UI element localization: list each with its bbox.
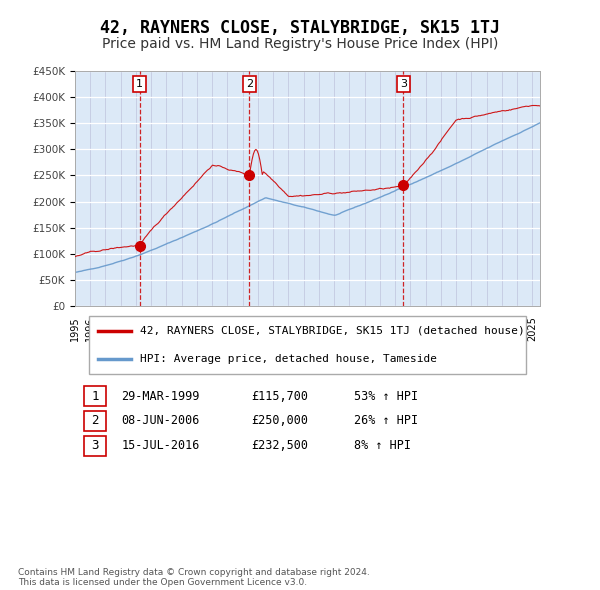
Text: £250,000: £250,000 bbox=[252, 414, 309, 427]
Text: £232,500: £232,500 bbox=[252, 439, 309, 452]
FancyBboxPatch shape bbox=[84, 435, 106, 455]
Text: 1: 1 bbox=[91, 390, 99, 403]
Text: £115,700: £115,700 bbox=[252, 390, 309, 403]
Text: 08-JUN-2006: 08-JUN-2006 bbox=[121, 414, 200, 427]
Text: 42, RAYNERS CLOSE, STALYBRIDGE, SK15 1TJ (detached house): 42, RAYNERS CLOSE, STALYBRIDGE, SK15 1TJ… bbox=[140, 326, 525, 336]
FancyBboxPatch shape bbox=[84, 411, 106, 431]
FancyBboxPatch shape bbox=[84, 386, 106, 407]
Text: Price paid vs. HM Land Registry's House Price Index (HPI): Price paid vs. HM Land Registry's House … bbox=[102, 37, 498, 51]
Text: 8% ↑ HPI: 8% ↑ HPI bbox=[354, 439, 411, 452]
Text: Contains HM Land Registry data © Crown copyright and database right 2024.
This d: Contains HM Land Registry data © Crown c… bbox=[18, 568, 370, 587]
FancyBboxPatch shape bbox=[89, 316, 526, 373]
Text: HPI: Average price, detached house, Tameside: HPI: Average price, detached house, Tame… bbox=[140, 354, 437, 364]
Text: 1: 1 bbox=[136, 79, 143, 89]
Text: 26% ↑ HPI: 26% ↑ HPI bbox=[354, 414, 418, 427]
Text: 15-JUL-2016: 15-JUL-2016 bbox=[121, 439, 200, 452]
Text: 53% ↑ HPI: 53% ↑ HPI bbox=[354, 390, 418, 403]
Text: 2: 2 bbox=[246, 79, 253, 89]
Text: 42, RAYNERS CLOSE, STALYBRIDGE, SK15 1TJ: 42, RAYNERS CLOSE, STALYBRIDGE, SK15 1TJ bbox=[100, 19, 500, 37]
Text: 3: 3 bbox=[91, 439, 99, 452]
Text: 3: 3 bbox=[400, 79, 407, 89]
Text: 29-MAR-1999: 29-MAR-1999 bbox=[121, 390, 200, 403]
Text: 2: 2 bbox=[91, 414, 99, 427]
